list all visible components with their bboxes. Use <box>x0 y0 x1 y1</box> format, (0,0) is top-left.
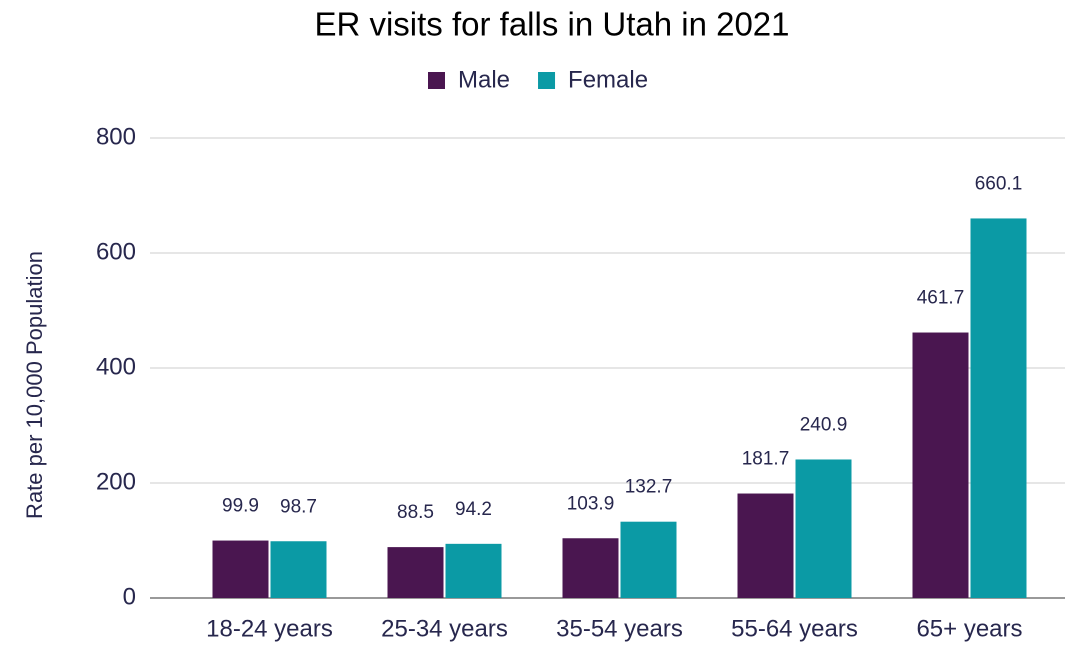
bar <box>970 218 1027 598</box>
bar <box>795 459 852 598</box>
data-label: 660.1 <box>975 173 1023 194</box>
y-tick-label: 400 <box>96 353 136 380</box>
bar <box>912 332 969 598</box>
y-tick-label: 0 <box>123 583 136 610</box>
data-label: 98.7 <box>280 496 317 517</box>
x-tick-label: 35-54 years <box>556 615 683 642</box>
data-label: 240.9 <box>800 414 848 435</box>
data-label: 181.7 <box>742 449 790 470</box>
y-tick-label: 200 <box>96 468 136 495</box>
y-axis-label: Rate per 10,000 Population <box>22 251 47 519</box>
y-tick-label: 600 <box>96 238 136 265</box>
legend-swatch <box>538 72 556 89</box>
data-label: 99.9 <box>222 496 259 517</box>
bar <box>620 521 677 598</box>
bar <box>212 540 269 598</box>
data-label: 94.2 <box>455 499 492 520</box>
y-tick-label: 800 <box>96 123 136 150</box>
legend-label: Male <box>458 66 510 93</box>
data-label: 103.9 <box>567 493 615 514</box>
bar <box>387 547 444 598</box>
data-label: 88.5 <box>397 502 434 523</box>
data-label: 132.7 <box>625 477 673 498</box>
bar <box>562 538 619 598</box>
legend-swatch <box>428 72 445 89</box>
data-label: 461.7 <box>917 288 965 309</box>
bar <box>445 543 502 598</box>
bar <box>270 541 327 598</box>
legend-label: Female <box>568 66 648 93</box>
bar <box>737 493 794 598</box>
x-tick-label: 18-24 years <box>206 615 333 642</box>
x-tick-label: 65+ years <box>916 615 1022 642</box>
x-tick-label: 25-34 years <box>381 615 508 642</box>
x-tick-label: 55-64 years <box>731 615 858 642</box>
chart-title: ER visits for falls in Utah in 2021 <box>314 6 789 43</box>
